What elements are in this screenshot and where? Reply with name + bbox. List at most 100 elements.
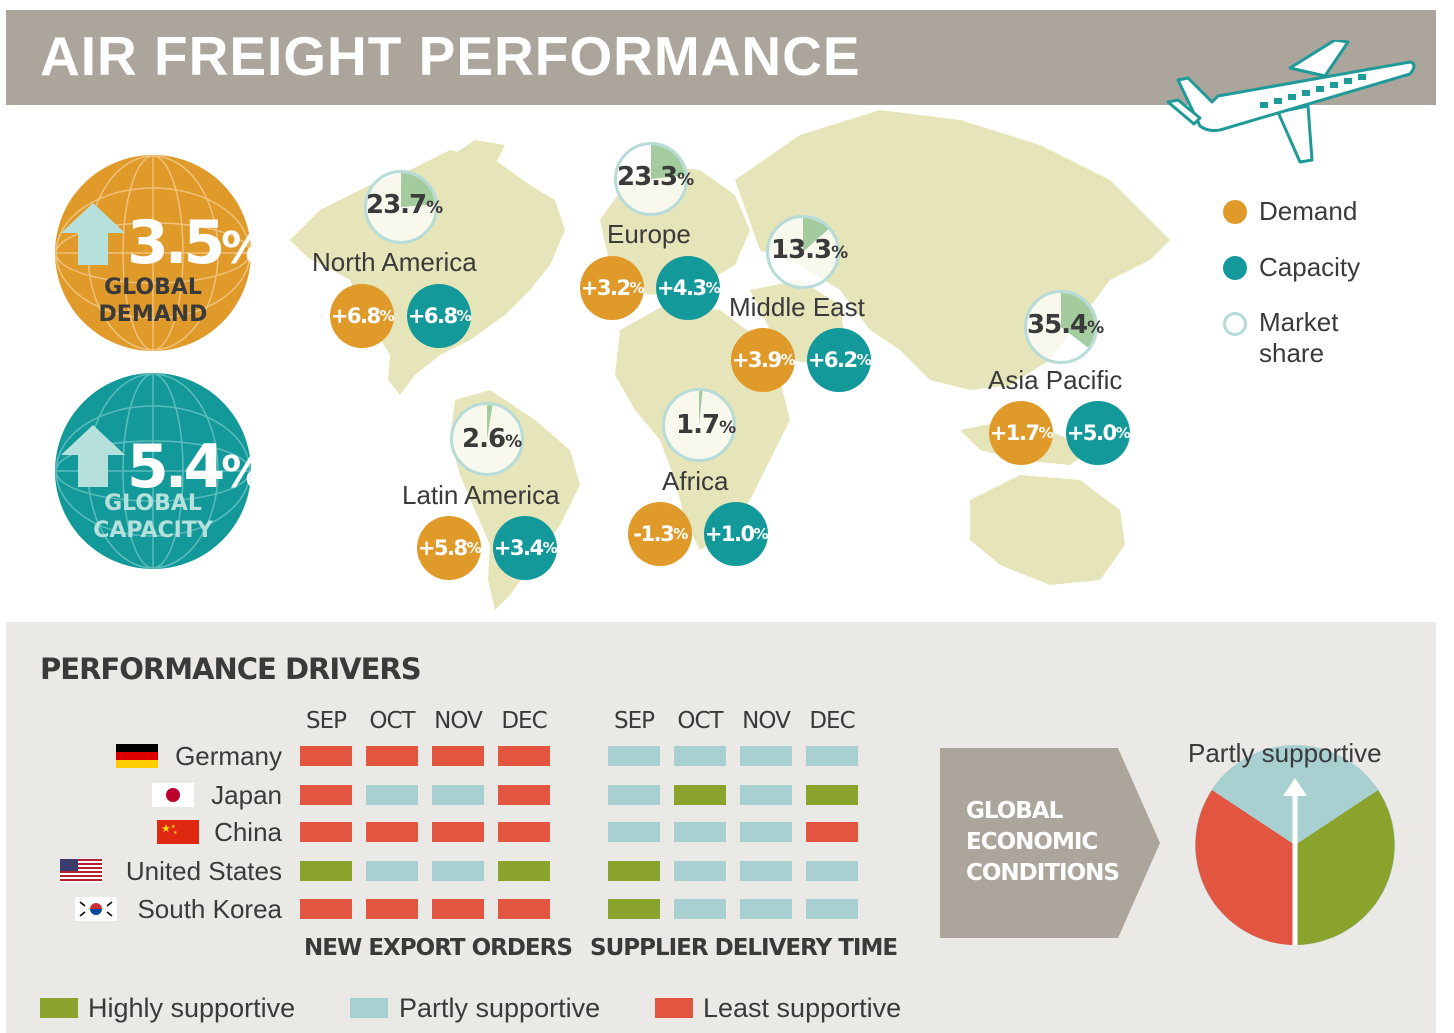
delivery-time-cell-south-korea-dec bbox=[806, 899, 858, 919]
month-header: SEP bbox=[305, 708, 347, 734]
united-states-flag-icon bbox=[60, 859, 102, 883]
south-korea-flag-icon bbox=[75, 897, 117, 921]
capacity-bubble-north-america: +6.8% bbox=[407, 284, 472, 348]
export-orders-cell-south-korea-dec bbox=[498, 899, 550, 919]
capacity-value: +6.2 bbox=[807, 348, 858, 372]
month-header: SEP bbox=[613, 708, 655, 734]
percent-sign: % bbox=[379, 307, 395, 325]
delivery-time-cell-china-dec bbox=[806, 822, 858, 842]
percent-sign: % bbox=[1087, 318, 1104, 338]
legend-capacity-dot bbox=[1223, 256, 1247, 280]
region-label-europe: Europe bbox=[607, 219, 691, 249]
country-label-germany: Germany bbox=[175, 741, 282, 771]
month-header: OCT bbox=[677, 708, 723, 734]
month-header: DEC bbox=[809, 708, 855, 734]
delivery-time-cell-japan-oct bbox=[674, 785, 726, 805]
delivery-time-cell-china-nov bbox=[740, 822, 792, 842]
percent-sign: % bbox=[753, 525, 769, 543]
demand-value: +3.9 bbox=[731, 348, 782, 372]
percent-sign: % bbox=[705, 279, 721, 297]
new-export-orders-label: NEW EXPORT ORDERS bbox=[304, 935, 573, 961]
percent-sign: % bbox=[831, 243, 848, 263]
market-share-value: 13.3 bbox=[771, 235, 832, 265]
delivery-time-cell-china-sep bbox=[608, 822, 660, 842]
market-share-europe: 23.3% bbox=[617, 162, 694, 195]
legend-partly-label: Partly supportive bbox=[399, 993, 601, 1023]
percent-sign: % bbox=[542, 539, 558, 557]
global-economic-conditions-label: GLOBAL ECONOMIC CONDITIONS bbox=[966, 796, 1120, 889]
capacity-bubble-latin-america: +3.4% bbox=[493, 516, 558, 580]
export-orders-cell-china-oct bbox=[366, 822, 418, 842]
demand-value: +3.2 bbox=[580, 276, 631, 300]
market-share-slice bbox=[487, 405, 493, 439]
delivery-time-cell-south-korea-nov bbox=[740, 899, 792, 919]
up-arrow-icon bbox=[61, 203, 125, 265]
market-share-latin-america: 2.6% bbox=[462, 424, 522, 457]
market-share-africa: 1.7% bbox=[676, 410, 736, 443]
market-share-ring-north-america bbox=[364, 170, 438, 244]
svg-text:★: ★ bbox=[173, 830, 178, 836]
market-share-value: 1.7 bbox=[676, 410, 720, 440]
delivery-time-cell-united-states-oct bbox=[674, 861, 726, 881]
export-orders-cell-united-states-nov bbox=[432, 861, 484, 881]
percent-sign: % bbox=[1038, 424, 1054, 442]
country-label-south-korea: South Korea bbox=[137, 894, 282, 924]
region-label-north-america: North America bbox=[312, 247, 477, 277]
country-label-china: China bbox=[214, 817, 282, 847]
demand-bubble-middle-east: +3.9% bbox=[731, 328, 796, 392]
demand-value: -1.3 bbox=[633, 522, 674, 546]
china-flag-icon: ★ ★ ★ bbox=[157, 820, 199, 844]
gec-line-1: GLOBAL bbox=[966, 798, 1063, 824]
airplane-icon bbox=[1166, 40, 1416, 164]
page-title: AIR FREIGHT PERFORMANCE bbox=[40, 25, 861, 87]
percent-sign: % bbox=[856, 351, 872, 369]
global-demand-value: 3.5% bbox=[127, 213, 251, 279]
global-demand-label-2: DEMAND bbox=[98, 302, 208, 327]
export-orders-cell-south-korea-oct bbox=[366, 899, 418, 919]
delivery-time-cell-united-states-sep bbox=[608, 861, 660, 881]
demand-bubble-latin-america: +5.8% bbox=[417, 516, 482, 580]
legend-market-share-label-2: share bbox=[1259, 338, 1325, 368]
country-label-japan: Japan bbox=[211, 780, 282, 810]
capacity-value: +1.0 bbox=[704, 522, 755, 546]
market-share-slice-fill bbox=[487, 405, 493, 439]
delivery-time-cell-japan-nov bbox=[740, 785, 792, 805]
market-share-slice-fill bbox=[401, 173, 435, 207]
export-orders-cell-germany-nov bbox=[432, 746, 484, 766]
legend-market-share-ring bbox=[1223, 312, 1247, 336]
arrow-shape bbox=[940, 748, 1160, 938]
up-arrow-icon bbox=[61, 425, 125, 487]
delivery-time-cell-germany-oct bbox=[674, 746, 726, 766]
month-header: NOV bbox=[434, 708, 483, 734]
svg-text:★: ★ bbox=[171, 824, 176, 830]
legend-highly-swatch bbox=[40, 998, 78, 1018]
market-share-slice bbox=[1061, 293, 1095, 348]
market-share-ring-asia-pacific bbox=[1024, 290, 1098, 364]
market-share-ring-latin-america bbox=[450, 402, 524, 476]
export-orders-cell-japan-oct bbox=[366, 785, 418, 805]
region-label-africa: Africa bbox=[662, 466, 729, 496]
market-share-middle-east: 13.3% bbox=[771, 235, 848, 268]
percent-sign: % bbox=[677, 170, 694, 190]
global-capacity-globe: 5.4% GLOBAL CAPACITY bbox=[55, 373, 251, 569]
export-orders-cell-germany-sep bbox=[300, 746, 352, 766]
market-share-slice bbox=[401, 173, 435, 207]
percent-sign: % bbox=[466, 539, 482, 557]
map-greenland bbox=[445, 140, 505, 180]
percent-sign: % bbox=[673, 525, 688, 543]
delivery-time-cell-japan-dec bbox=[806, 785, 858, 805]
global-demand-globe: 3.5% GLOBAL DEMAND bbox=[55, 155, 251, 351]
percent-sign: % bbox=[456, 307, 472, 325]
market-share-value: 23.7 bbox=[366, 190, 427, 220]
capacity-value: +3.4 bbox=[493, 536, 544, 560]
capacity-bubble-asia-pacific: +5.0% bbox=[1066, 401, 1131, 465]
map-north-america bbox=[290, 150, 565, 395]
market-share-ring-middle-east bbox=[766, 215, 840, 289]
legend-least-swatch bbox=[655, 998, 693, 1018]
export-orders-cell-china-dec bbox=[498, 822, 550, 842]
market-share-value: 2.6 bbox=[462, 424, 506, 454]
market-share-slice bbox=[803, 218, 829, 252]
demand-value: +1.7 bbox=[989, 421, 1040, 445]
global-demand-number: 3.5 bbox=[127, 208, 225, 278]
market-share-slice-fill bbox=[1061, 293, 1095, 348]
